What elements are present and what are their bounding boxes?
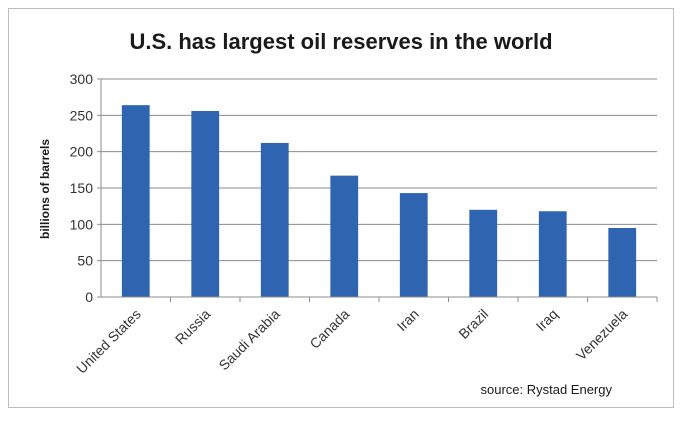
y-tick-label: 250 (70, 107, 94, 123)
y-axis-label: billions of barrels (38, 139, 52, 239)
x-tick-label: Brazil (455, 306, 491, 342)
chart-title: U.S. has largest oil reserves in the wor… (129, 29, 552, 54)
x-tick-label: Iran (393, 306, 421, 334)
y-tick-label: 100 (70, 216, 94, 232)
x-tick-labels: United States Russia Saudi Arabia Canada Ira… (73, 306, 630, 377)
chart-frame: U.S. has largest oil reserves in the wor… (8, 8, 674, 408)
bar-brazil (469, 209, 498, 297)
y-tick-label: 150 (70, 180, 94, 196)
y-tick-labels: 0 50 100 150 200 250 300 (70, 71, 94, 305)
bar-iraq (538, 211, 567, 297)
source-note: source: Rystad Energy (480, 382, 612, 397)
bar-united-states (121, 105, 150, 297)
x-tick-label: Iraq (532, 306, 560, 334)
bar-iran (399, 193, 428, 297)
y-tick-label: 50 (77, 253, 93, 269)
x-tick-label: United States (73, 306, 144, 377)
bar-russia (191, 110, 220, 298)
x-tick-label: Canada (306, 306, 352, 352)
bar-saudi-arabia (260, 142, 289, 297)
y-tick-label: 300 (70, 71, 94, 87)
bar-venezuela (608, 227, 637, 297)
y-tick-label: 0 (85, 289, 93, 305)
bars (121, 105, 637, 298)
bar-canada (330, 175, 359, 297)
x-tick-label: Venezuela (573, 306, 631, 364)
x-tick-label: Russia (172, 306, 214, 348)
x-tick-label: Saudi Arabia (215, 306, 283, 374)
axes (97, 78, 658, 302)
y-tick-label: 200 (70, 144, 94, 160)
gridlines (101, 78, 657, 262)
bar-chart: U.S. has largest oil reserves in the wor… (38, 29, 658, 397)
